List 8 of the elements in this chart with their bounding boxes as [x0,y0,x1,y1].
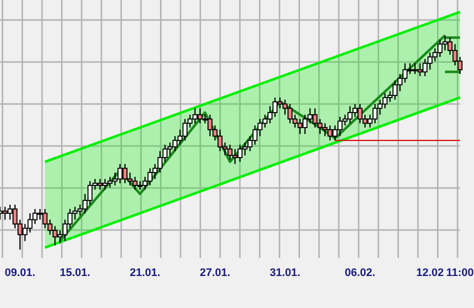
x-tick-label: 27.01. [200,266,230,279]
x-tick-label: 15.01. [60,266,90,279]
x-tick-label: 06.02. [344,266,376,279]
x-tick-label: 12.02 [416,266,444,279]
x-tick-label: 21.01. [130,266,160,279]
x-tick-label: 11:00 [446,266,474,279]
x-tick-label: 09.01. [4,266,36,279]
x-tick-label: 31.01. [270,266,300,279]
